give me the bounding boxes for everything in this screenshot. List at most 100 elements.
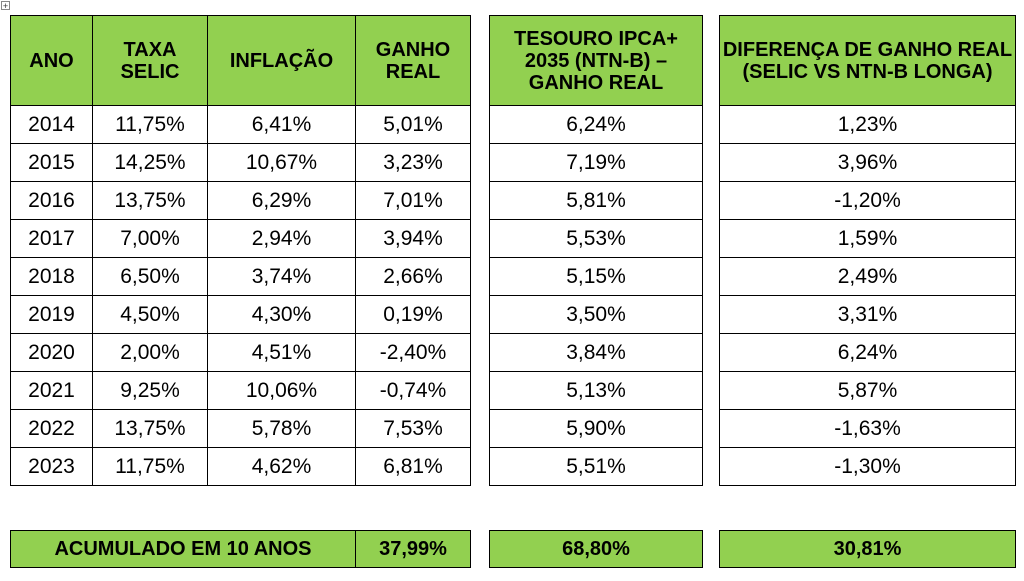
table-row: 2020 2,00% 4,51% -2,40% [10,333,471,372]
table-row: -1,63% [719,409,1016,448]
table-row: 1,59% [719,219,1016,258]
table-row: 5,51% [489,447,703,486]
cell-ntnb: 6,24% [489,105,703,144]
cell-diferenca: -1,20% [719,181,1016,220]
table-row: 2,49% [719,257,1016,296]
cell-ano: 2018 [10,257,93,296]
table-row: 2019 4,50% 4,30% 0,19% [10,295,471,334]
cell-ano: 2014 [10,105,93,144]
header-inflacao: INFLAÇÃO [207,15,356,106]
diferenca-table-header: DIFERENÇA DE GANHO REAL (SELIC VS NTN-B … [719,15,1016,106]
cell-selic: 4,50% [92,295,208,334]
footer-row: 30,81% [719,530,1016,568]
selic-table-body: 2014 11,75% 6,41% 5,01% 2015 14,25% 10,67% 3,2… [10,105,471,486]
table-row: 5,15% [489,257,703,296]
table-row: 2017 7,00% 2,94% 3,94% [10,219,471,258]
acumulado-diferenca: 30,81% [719,530,1016,568]
cell-ganho-real: 6,81% [355,447,471,486]
selic-table: ANO TAXA SELIC INFLAÇÃO GANHO REAL 2014 1… [10,15,471,486]
cell-selic: 11,75% [92,447,208,486]
table-row: 5,87% [719,371,1016,410]
cell-ntnb: 5,53% [489,219,703,258]
table-row: 3,50% [489,295,703,334]
cell-selic: 11,75% [92,105,208,144]
cell-selic: 9,25% [92,371,208,410]
cell-ntnb: 5,90% [489,409,703,448]
acumulado-ntnb: 68,80% [489,530,703,568]
cell-diferenca: -1,63% [719,409,1016,448]
table-row: 5,13% [489,371,703,410]
cell-inflacao: 4,51% [207,333,356,372]
selic-table-header: ANO TAXA SELIC INFLAÇÃO GANHO REAL [10,15,471,106]
cell-selic: 14,25% [92,143,208,182]
cell-ntnb: 3,50% [489,295,703,334]
table-row: 3,96% [719,143,1016,182]
cell-ganho-real: 3,94% [355,219,471,258]
cell-ganho-real: 5,01% [355,105,471,144]
cell-ano: 2019 [10,295,93,334]
cell-inflacao: 2,94% [207,219,356,258]
header-diferenca-ganho-real: DIFERENÇA DE GANHO REAL (SELIC VS NTN-B … [719,15,1016,106]
table-row: 5,81% [489,181,703,220]
cell-inflacao: 10,06% [207,371,356,410]
table-row: -1,30% [719,447,1016,486]
cell-diferenca: 2,49% [719,257,1016,296]
cell-ganho-real: 2,66% [355,257,471,296]
cell-diferenca: -1,30% [719,447,1016,486]
cell-inflacao: 3,74% [207,257,356,296]
cell-inflacao: 10,67% [207,143,356,182]
table-row: 3,31% [719,295,1016,334]
footer-row: 68,80% [489,530,703,568]
cell-inflacao: 6,41% [207,105,356,144]
acumulado-label: ACUMULADO EM 10 ANOS [10,530,356,568]
cell-ano: 2017 [10,219,93,258]
header-taxa-selic: TAXA SELIC [92,15,208,106]
cell-selic: 13,75% [92,181,208,220]
diferenca-table: DIFERENÇA DE GANHO REAL (SELIC VS NTN-B … [719,15,1016,486]
cell-selic: 6,50% [92,257,208,296]
acumulado-diferenca-row: 30,81% [719,530,1016,568]
cell-inflacao: 4,62% [207,447,356,486]
ntnb-table-header: TESOURO IPCA+ 2035 (NTN-B) – GANHO REAL [489,15,703,106]
table-row: 2022 13,75% 5,78% 7,53% [10,409,471,448]
cell-diferenca: 3,31% [719,295,1016,334]
footer-row: ACUMULADO EM 10 ANOS 37,99% [10,530,471,568]
cell-ano: 2016 [10,181,93,220]
cell-selic: 7,00% [92,219,208,258]
cell-ntnb: 5,81% [489,181,703,220]
cell-ntnb: 7,19% [489,143,703,182]
cell-ganho-real: -0,74% [355,371,471,410]
cell-ano: 2022 [10,409,93,448]
table-row: 3,84% [489,333,703,372]
table-row: 2015 14,25% 10,67% 3,23% [10,143,471,182]
table-row: 6,24% [489,105,703,144]
table-row: -1,20% [719,181,1016,220]
table-row: 5,53% [489,219,703,258]
table-row: 1,23% [719,105,1016,144]
table-row: 2018 6,50% 3,74% 2,66% [10,257,471,296]
cell-diferenca: 5,87% [719,371,1016,410]
cell-diferenca: 1,59% [719,219,1016,258]
table-row: 2023 11,75% 4,62% 6,81% [10,447,471,486]
cell-ntnb: 5,13% [489,371,703,410]
table-move-handle-icon[interactable]: + [1,1,10,11]
cell-ano: 2020 [10,333,93,372]
cell-diferenca: 1,23% [719,105,1016,144]
cell-ganho-real: 0,19% [355,295,471,334]
cell-ganho-real: 7,01% [355,181,471,220]
cell-ganho-real: 7,53% [355,409,471,448]
table-row: 2021 9,25% 10,06% -0,74% [10,371,471,410]
table-row: 2016 13,75% 6,29% 7,01% [10,181,471,220]
table-row: 7,19% [489,143,703,182]
acumulado-ganho-real: 37,99% [355,530,471,568]
acumulado-selic-row: ACUMULADO EM 10 ANOS 37,99% [10,530,471,568]
cell-ntnb: 3,84% [489,333,703,372]
cell-ntnb: 5,51% [489,447,703,486]
cell-selic: 13,75% [92,409,208,448]
cell-ganho-real: -2,40% [355,333,471,372]
header-tesouro-ipca: TESOURO IPCA+ 2035 (NTN-B) – GANHO REAL [489,15,703,106]
cell-ano: 2015 [10,143,93,182]
cell-selic: 2,00% [92,333,208,372]
header-ano: ANO [10,15,93,106]
header-ganho-real: GANHO REAL [355,15,471,106]
